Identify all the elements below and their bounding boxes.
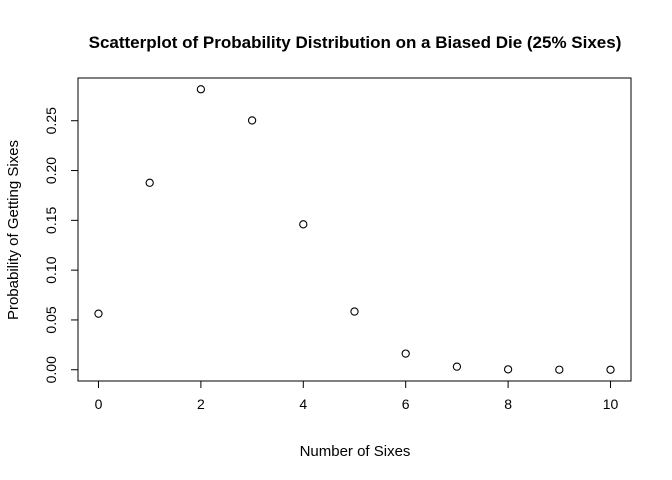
x-tick-label: 6 <box>402 396 410 412</box>
y-tick-label: 0.15 <box>43 206 59 233</box>
data-point <box>606 365 615 374</box>
y-tick-label: 0.05 <box>43 306 59 333</box>
y-axis: 0.00 0.05 0.10 0.15 0.20 0.25 <box>43 107 79 383</box>
data-point <box>196 85 206 94</box>
data-point <box>247 116 257 125</box>
y-tick-label: 0.10 <box>43 256 59 283</box>
x-tick-label: 8 <box>504 396 512 412</box>
plot-area-border <box>77 77 632 382</box>
data-points <box>94 85 615 374</box>
y-axis-label: Probability of Getting Sixes <box>5 140 22 320</box>
x-axis-label: Number of Sixes <box>300 443 411 460</box>
chart-title: Scatterplot of Probability Distribution … <box>89 33 622 52</box>
y-tick-label: 0.25 <box>43 107 59 134</box>
data-point <box>350 307 359 316</box>
y-tick-label: 0.00 <box>43 356 59 383</box>
data-point <box>145 178 154 187</box>
data-point <box>452 362 462 371</box>
data-point <box>503 365 513 374</box>
x-tick-label: 2 <box>197 396 205 412</box>
data-point <box>555 365 564 374</box>
data-point <box>401 349 410 358</box>
x-axis: 0 2 4 6 8 10 <box>95 380 619 412</box>
x-tick-label: 4 <box>299 396 307 412</box>
x-tick-label: 10 <box>603 396 619 412</box>
data-point <box>94 309 103 318</box>
x-tick-label: 0 <box>95 396 103 412</box>
data-point <box>299 220 308 229</box>
y-tick-label: 0.20 <box>43 157 59 184</box>
